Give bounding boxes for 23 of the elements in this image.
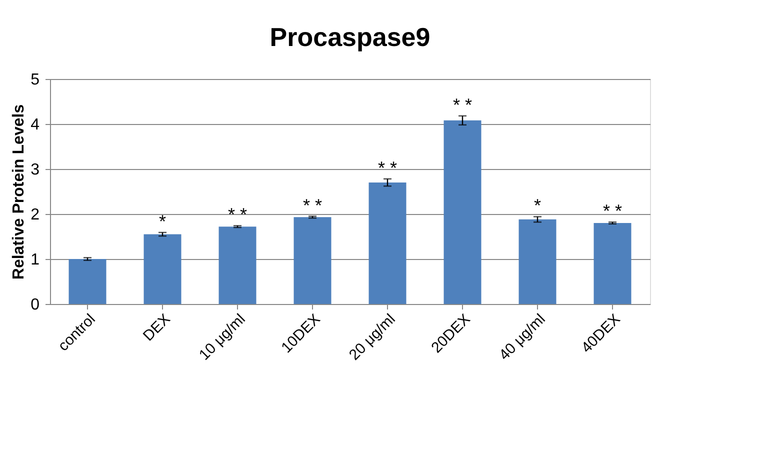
bar: [218, 226, 256, 304]
y-tick-label: 0: [30, 296, 40, 314]
y-tick-label: 3: [30, 162, 40, 178]
y-axis-title: Relative Protein Levels: [10, 104, 28, 280]
bar: [518, 219, 556, 304]
y-tick-label: 5: [30, 72, 40, 88]
bar: [294, 217, 332, 304]
annotation: * *: [228, 204, 248, 225]
annotation: *: [534, 196, 542, 216]
annotation: *: [158, 211, 166, 232]
chart-title: Procaspase9: [270, 22, 430, 52]
bar: [368, 182, 406, 304]
bar: [444, 120, 482, 304]
bar: [68, 259, 106, 304]
y-tick-label: 4: [30, 116, 40, 134]
annotation: * *: [602, 201, 622, 222]
annotation: * *: [378, 158, 398, 178]
bar: [144, 234, 182, 304]
y-tick-label: 2: [30, 206, 40, 224]
bar: [594, 223, 632, 304]
y-tick-label: 1: [30, 252, 40, 268]
annotation: * *: [302, 195, 322, 216]
annotation: * *: [452, 94, 472, 115]
